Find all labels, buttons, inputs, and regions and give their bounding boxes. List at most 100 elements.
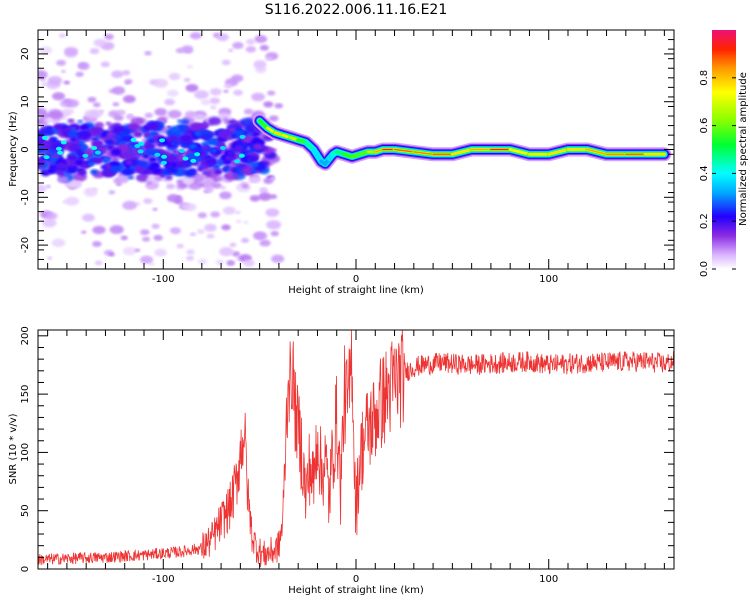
- spectrogram-blob: [151, 223, 160, 229]
- spectrogram-blob: [64, 108, 75, 115]
- spectrogram-blob: [168, 72, 181, 81]
- spectrogram-ridge: [252, 113, 672, 171]
- spectrogram-blob: [51, 238, 66, 248]
- spectrogram-peak-blob: [182, 156, 189, 161]
- spectrogram-blob: [44, 117, 53, 123]
- spectrogram-blob: [191, 173, 207, 183]
- spectrogram-blob: [141, 138, 147, 143]
- spectrogram-core-blob: [44, 129, 55, 137]
- spectrogram-blob: [113, 114, 124, 122]
- spectrogram-blob: [210, 105, 217, 110]
- spectrogram-core-blob: [138, 160, 149, 168]
- spectrogram-core-blob: [200, 123, 209, 129]
- spectrogram-blob: [221, 224, 231, 231]
- spectrogram-blob: [122, 200, 138, 210]
- spectrogram-blob: [246, 38, 256, 45]
- spectrogram-blob: [180, 119, 190, 125]
- spectrogram-blob: [165, 175, 173, 180]
- spectrogram-core-blob: [250, 162, 259, 168]
- spectrogram-blob: [249, 175, 261, 183]
- spectrogram-blob: [167, 109, 182, 119]
- snr-y-tick-label: 0: [20, 566, 31, 572]
- colorbar-gradient: [712, 30, 736, 269]
- spectrogram-blob: [226, 260, 235, 266]
- spectrogram-core-blob: [92, 156, 104, 165]
- spectrogram-ridge-segment: [413, 151, 434, 156]
- spectrogram-blob: [58, 33, 66, 38]
- spectrogram-core-blob: [221, 167, 229, 172]
- spectrogram-blob: [235, 210, 241, 215]
- spectrogram-blob: [38, 120, 42, 125]
- spectrogram-blob: [258, 192, 272, 201]
- spectrogram-core-blob: [90, 169, 99, 175]
- spectrogram-blob: [174, 198, 183, 205]
- spectrogram-core-blob: [183, 168, 196, 178]
- spectrogram-blob: [227, 116, 234, 120]
- spectrogram-core-blob: [261, 145, 269, 151]
- spectrogram-blob: [265, 208, 280, 217]
- spectrogram-core-blob: [110, 148, 122, 156]
- spectrogram-blob: [219, 247, 234, 257]
- spectrogram-peak-blob: [55, 146, 62, 151]
- spectrogram-peak-blob: [160, 160, 167, 165]
- spectrogram-core-blob: [146, 121, 160, 131]
- spectrogram-y-tick-label: 20: [20, 48, 31, 61]
- spectrogram-blob: [134, 248, 141, 253]
- spectrogram-x-tick-label: -100: [152, 274, 175, 285]
- spectrogram-core-blob: [223, 158, 233, 166]
- spectrogram-blob: [259, 239, 271, 247]
- spectrogram-core-blob: [76, 149, 83, 154]
- spectrogram-blob: [167, 89, 179, 97]
- spectrogram-core-blob: [147, 138, 156, 144]
- spectrogram-blob: [144, 112, 154, 118]
- spectrogram-core-blob: [124, 159, 134, 166]
- spectrogram-blob: [64, 46, 79, 56]
- spectrogram-peak-blob: [219, 145, 226, 150]
- spectrogram-blob: [189, 232, 196, 237]
- spectrogram-blob: [89, 48, 100, 55]
- spectrogram-blob: [153, 78, 169, 88]
- spectrogram-blob: [214, 175, 224, 182]
- spectrogram-peak-blob: [94, 150, 101, 155]
- spectrogram-blob: [105, 121, 112, 126]
- spectrogram-blob: [204, 223, 217, 232]
- spectrogram-y-axis-label: Frequency (Hz): [8, 111, 19, 187]
- spectrogram-blob: [108, 127, 114, 132]
- spectrogram-blob: [235, 219, 242, 224]
- spectrogram-peak-blob: [194, 152, 201, 157]
- spectrogram-blob: [189, 32, 202, 40]
- spectrogram-core-blob: [193, 147, 203, 154]
- spectrogram-blob: [89, 109, 103, 118]
- snr-y-tick-label: 150: [20, 385, 31, 404]
- spectrogram-core-blob: [230, 134, 237, 139]
- spectrogram-blob: [122, 95, 136, 104]
- spectrogram-blob: [260, 187, 267, 192]
- spectrogram-ridge-segment: [586, 148, 608, 156]
- spectrogram-core-blob: [102, 157, 111, 164]
- spectrogram-blob: [92, 241, 102, 248]
- spectrogram-peak-blob: [91, 145, 98, 150]
- spectrogram-blob: [221, 59, 231, 66]
- spectrogram-core-blob: [206, 137, 219, 146]
- spectrogram-blob: [265, 56, 273, 61]
- spectrogram-blob: [267, 90, 276, 96]
- spectrogram-blob: [61, 70, 66, 74]
- spectrogram-peak-blob: [159, 138, 166, 143]
- spectrogram-core-blob: [253, 143, 263, 150]
- spectrogram-core-blob: [170, 126, 180, 133]
- spectrogram-blob: [42, 218, 57, 228]
- spectrogram-blob: [38, 129, 46, 139]
- snr-y-tick-label: 50: [20, 504, 31, 517]
- spectrogram-blob: [152, 207, 158, 212]
- spectrogram-ridge-segment: [547, 148, 569, 156]
- spectrogram-blob: [266, 220, 282, 230]
- spectrogram-blob: [120, 235, 128, 241]
- spectrogram-blob: [254, 231, 268, 240]
- spectrogram-core-blob: [48, 164, 57, 170]
- spectrogram-peak-blob: [134, 144, 141, 149]
- spectrogram-blob: [271, 254, 285, 263]
- spectrogram-blob: [223, 171, 239, 181]
- colorbar-tick-label: 0.2: [699, 213, 710, 229]
- spectrogram-blob: [209, 88, 222, 96]
